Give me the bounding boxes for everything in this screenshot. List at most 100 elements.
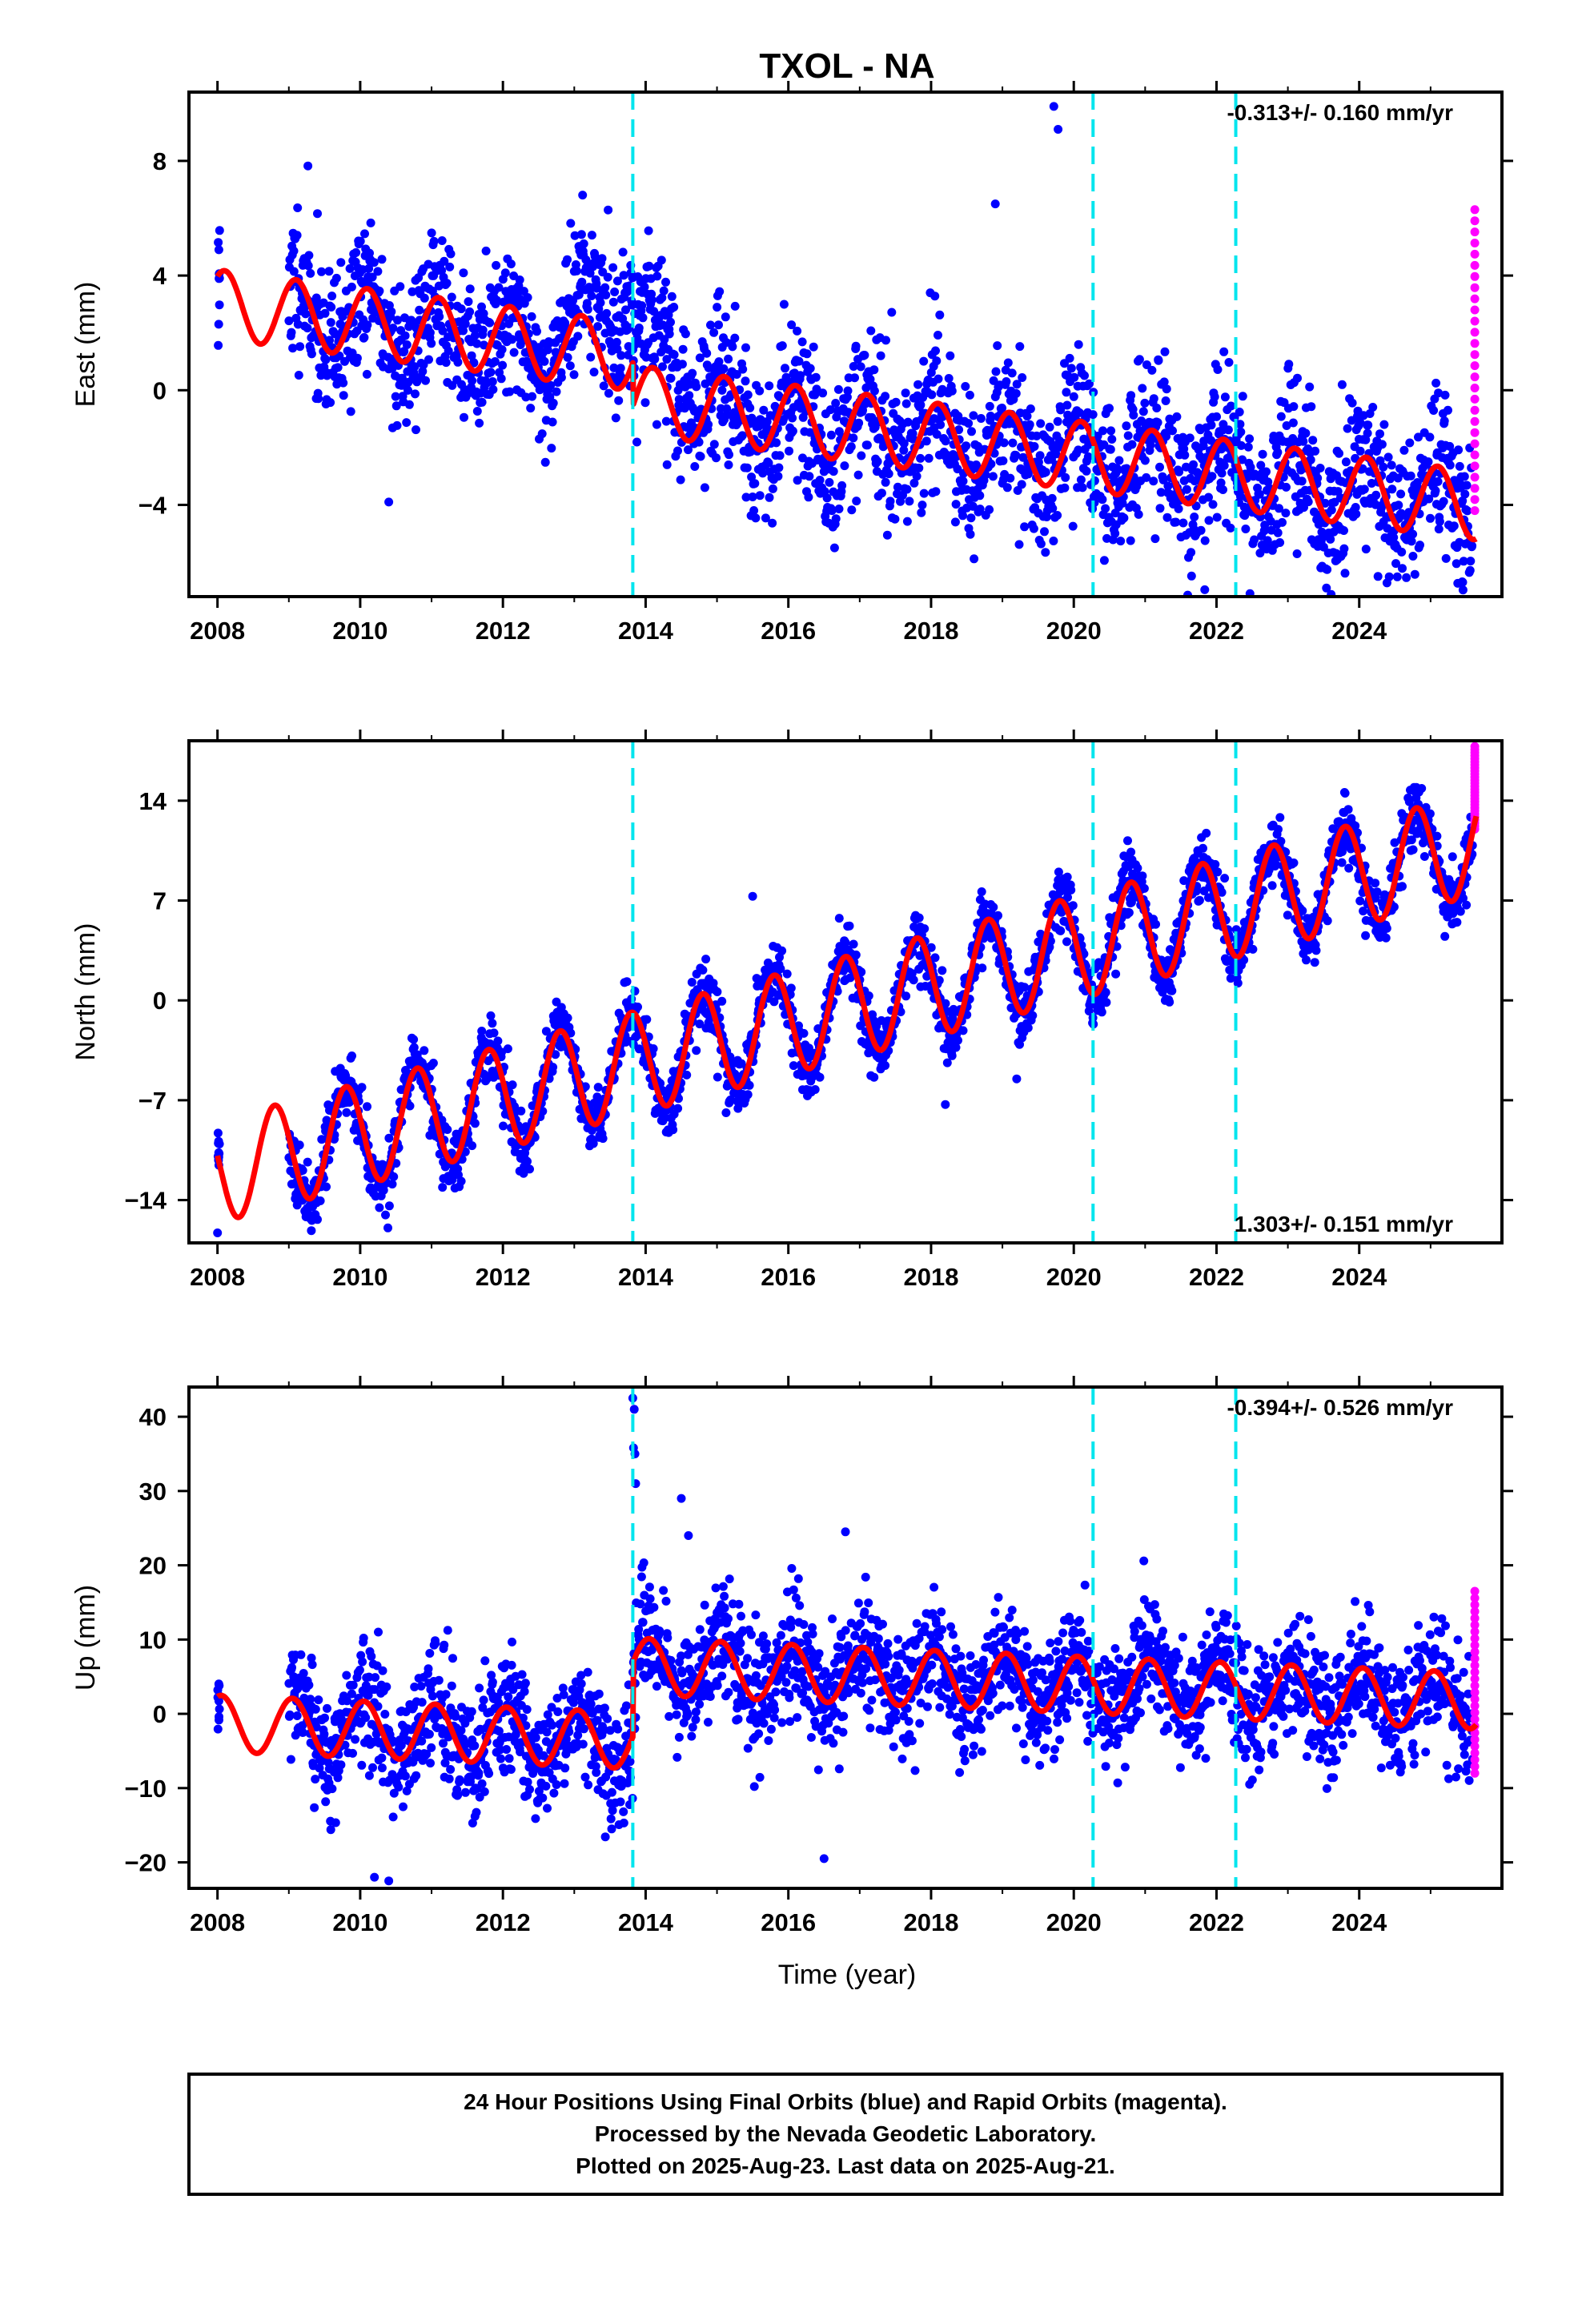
rapid-point bbox=[1470, 416, 1480, 426]
data-point bbox=[1056, 405, 1066, 415]
data-point bbox=[698, 965, 708, 975]
data-point bbox=[1020, 983, 1030, 992]
outlier-point bbox=[1458, 577, 1468, 587]
data-point bbox=[713, 1072, 722, 1082]
data-point bbox=[556, 372, 566, 382]
data-point bbox=[503, 1044, 512, 1054]
data-point bbox=[604, 388, 613, 398]
data-point bbox=[1417, 784, 1427, 793]
data-point bbox=[805, 472, 814, 481]
data-point bbox=[1468, 541, 1477, 550]
data-point bbox=[551, 1050, 560, 1059]
data-point bbox=[475, 418, 484, 428]
data-point bbox=[881, 392, 890, 401]
data-point bbox=[986, 412, 995, 420]
data-point bbox=[1129, 410, 1138, 420]
data-point bbox=[1313, 473, 1323, 483]
data-point bbox=[492, 260, 501, 270]
data-point bbox=[1184, 599, 1193, 608]
x-tick-label: 2008 bbox=[190, 617, 245, 645]
data-point bbox=[916, 400, 926, 410]
data-point bbox=[991, 367, 1001, 376]
data-point bbox=[788, 413, 797, 423]
data-point bbox=[481, 246, 491, 255]
data-point bbox=[583, 304, 592, 314]
data-point bbox=[881, 1061, 890, 1070]
data-point bbox=[1381, 933, 1391, 943]
data-point bbox=[306, 268, 315, 278]
data-point bbox=[1248, 944, 1258, 954]
data-point bbox=[977, 887, 986, 896]
data-point bbox=[428, 1059, 438, 1068]
data-point bbox=[779, 300, 789, 309]
data-point bbox=[717, 385, 727, 395]
data-point bbox=[1119, 513, 1129, 523]
data-point bbox=[692, 1046, 701, 1055]
data-point bbox=[829, 467, 838, 476]
data-point bbox=[706, 320, 715, 330]
data-point bbox=[724, 354, 733, 364]
data-point bbox=[313, 209, 322, 219]
data-point bbox=[598, 1134, 608, 1144]
data-point bbox=[866, 326, 876, 336]
data-point bbox=[1307, 402, 1316, 412]
data-point bbox=[769, 997, 779, 1007]
data-point bbox=[1392, 572, 1402, 581]
data-point bbox=[1208, 500, 1218, 509]
data-point bbox=[782, 969, 792, 979]
data-point bbox=[1465, 565, 1475, 575]
data-point bbox=[375, 286, 384, 296]
data-point bbox=[1299, 436, 1308, 446]
data-point bbox=[1449, 521, 1459, 531]
data-point bbox=[214, 340, 223, 350]
data-point bbox=[700, 483, 709, 493]
data-point bbox=[324, 267, 334, 276]
data-point bbox=[1390, 838, 1399, 847]
data-point bbox=[362, 369, 371, 379]
data-point bbox=[805, 428, 815, 437]
data-point bbox=[755, 386, 765, 396]
data-point bbox=[732, 370, 741, 379]
data-point bbox=[845, 921, 854, 931]
data-point bbox=[701, 379, 710, 388]
data-point bbox=[1124, 862, 1134, 871]
data-point bbox=[387, 1180, 397, 1189]
data-point bbox=[934, 374, 943, 384]
data-point bbox=[903, 417, 913, 427]
data-point bbox=[588, 1139, 598, 1148]
data-point bbox=[1153, 418, 1162, 428]
data-point bbox=[1149, 394, 1158, 404]
data-point bbox=[477, 1027, 487, 1035]
data-point bbox=[467, 351, 476, 360]
chart-title: TXOL - NA bbox=[759, 46, 934, 86]
data-point bbox=[926, 943, 936, 952]
data-point bbox=[1399, 445, 1409, 455]
data-point bbox=[941, 436, 950, 446]
data-point bbox=[1263, 536, 1272, 545]
data-point bbox=[864, 1048, 873, 1058]
data-point bbox=[287, 328, 296, 337]
data-point bbox=[722, 410, 732, 420]
data-point bbox=[301, 309, 311, 319]
data-point bbox=[1220, 392, 1230, 402]
data-point bbox=[905, 497, 914, 506]
data-point bbox=[666, 373, 676, 383]
data-point bbox=[214, 320, 223, 329]
data-point bbox=[1459, 557, 1468, 566]
data-point bbox=[619, 271, 628, 280]
data-point bbox=[777, 341, 787, 351]
data-point bbox=[860, 351, 869, 360]
data-point bbox=[1002, 483, 1012, 493]
data-point bbox=[1398, 564, 1407, 573]
data-point bbox=[775, 451, 785, 460]
data-point bbox=[477, 397, 487, 407]
data-point bbox=[427, 339, 436, 348]
data-point bbox=[826, 430, 836, 440]
data-point bbox=[1048, 504, 1058, 513]
data-point bbox=[1236, 440, 1246, 450]
data-point bbox=[1006, 473, 1015, 483]
data-point bbox=[1281, 509, 1291, 518]
data-point bbox=[548, 417, 557, 427]
data-point bbox=[852, 497, 861, 506]
